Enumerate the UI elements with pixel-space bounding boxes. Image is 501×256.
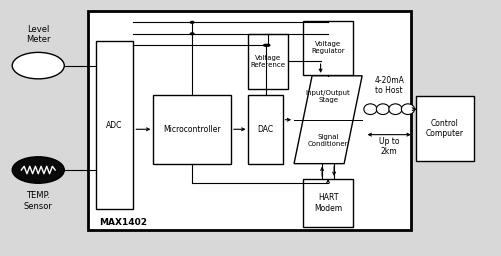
Text: Input/Output
Stage: Input/Output Stage [305,90,350,103]
Circle shape [190,22,193,23]
Circle shape [12,157,64,183]
Bar [88,11,410,230]
Polygon shape [294,76,361,164]
Text: HART
Modem: HART Modem [314,194,342,213]
Bar [96,41,133,209]
Text: DAC: DAC [257,125,273,134]
Text: Voltage
Regulator: Voltage Regulator [311,41,344,54]
Bar [153,95,230,164]
Text: Level
Meter: Level Meter [26,25,51,44]
Bar [248,34,287,89]
Ellipse shape [376,104,389,114]
Circle shape [190,33,193,35]
Text: 4-20mA
to Host: 4-20mA to Host [373,76,403,95]
Circle shape [12,52,64,79]
Bar [303,179,352,227]
Text: MAX1402: MAX1402 [99,218,147,227]
Ellipse shape [401,104,414,114]
Text: Control
Computer: Control Computer [425,119,463,138]
Bar [248,95,282,164]
Text: TEMP.
Sensor: TEMP. Sensor [24,191,53,211]
Text: Up to
2km: Up to 2km [378,137,399,156]
Text: ADC: ADC [106,121,123,130]
Text: Voltage
Reference: Voltage Reference [250,55,285,68]
Text: Signal
Conditioner: Signal Conditioner [307,134,348,147]
Ellipse shape [388,104,401,114]
Circle shape [266,44,269,46]
Bar [303,21,352,74]
Ellipse shape [363,104,376,114]
Bar [415,96,473,161]
Circle shape [263,44,267,46]
Text: Microcontroller: Microcontroller [163,125,220,134]
